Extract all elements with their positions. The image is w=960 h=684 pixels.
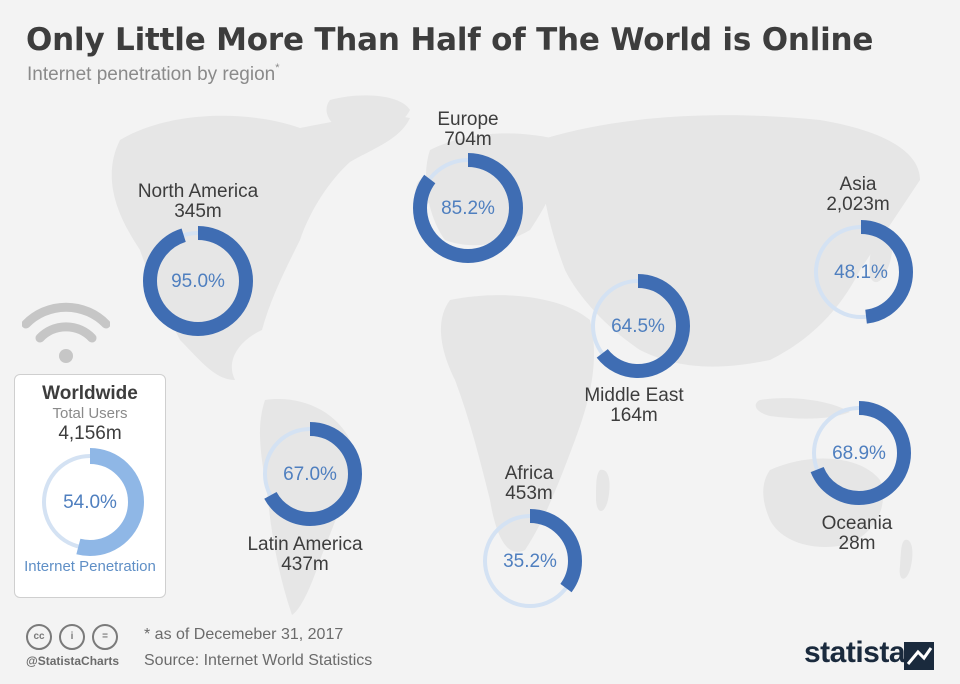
middle-east-name: Middle East [584,385,684,406]
wifi-icon [22,302,110,363]
asia-penetration-label: 48.1% [834,262,888,283]
asia-users: 2,023m [826,194,890,215]
latin-america-users: 437m [281,554,329,575]
page-title: Only Little More Than Half of The World … [26,22,874,58]
europe-penetration-label: 85.2% [441,198,495,219]
latin-america-name: Latin America [247,534,363,555]
map-south-america [259,399,351,615]
brand-logo: statista [804,636,906,669]
worldwide-donut: 54.0% [36,448,144,556]
latin-america-donut-arc [258,422,362,526]
by-icon: i [59,624,85,650]
north-america-label: North America 345m [138,182,258,222]
worldwide-users-value: 4,156m [58,423,122,444]
map-new-zealand [899,539,913,579]
asia-donut-arc [809,220,913,324]
middle-east-users: 164m [610,405,658,426]
asia-donut: 48.1% [809,220,913,324]
middle-east-donut: 64.5% [586,274,690,378]
worldwide-title: Worldwide [42,383,138,404]
oceania-label: Oceania 28m [822,514,893,554]
africa-penetration-label: 35.2% [503,551,557,572]
europe-label: Europe 704m [437,110,498,150]
europe-donut-arc [413,153,523,263]
north-america-donut-arc [143,226,253,336]
europe-name: Europe [437,109,499,130]
middle-east-label: Middle East 164m [584,386,683,426]
africa-users: 453m [505,483,553,504]
africa-donut-arc [478,509,582,613]
worldwide-penetration-label: 54.0% [63,492,117,513]
oceania-donut-arc [807,401,911,505]
europe-users: 704m [444,129,492,150]
statista-logo-icon [904,642,934,670]
latin-america-label: Latin America 437m [247,535,362,575]
page-subtitle: Internet penetration by region* [27,62,280,85]
north-america-penetration-label: 95.0% [171,271,225,292]
asia-name: Asia [839,174,877,195]
africa-donut: 35.2% [478,509,582,613]
worldwide-penetration-caption: Internet Penetration [24,558,156,575]
africa-label: Africa 453m [505,464,554,504]
map-north-america [111,115,410,380]
latin-america-donut: 67.0% [258,422,362,526]
nd-icon: = [92,624,118,650]
oceania-donut: 68.9% [807,401,911,505]
worldwide-donut-arc [36,448,144,556]
europe-donut: 85.2% [413,153,523,263]
north-america-name: North America [137,181,259,202]
map-indonesia [755,398,850,419]
latin-america-penetration-label: 67.0% [283,464,337,485]
subtitle-footnote-mark: * [275,62,280,74]
oceania-penetration-label: 68.9% [832,443,886,464]
license-icons: cc i = [26,624,125,650]
cc-icon: cc [26,624,52,650]
north-america-donut: 95.0% [143,226,253,336]
map-africa [440,295,595,552]
footnote: * as of Decemeber 31, 2017 [144,626,344,643]
map-madagascar [596,469,610,512]
social-handle: @StatistaCharts [26,654,120,668]
asia-label: Asia 2,023m [826,175,889,215]
middle-east-penetration-label: 64.5% [611,316,665,337]
africa-name: Africa [504,463,554,484]
middle-east-donut-arc [586,274,690,378]
map-asia [540,115,920,367]
oceania-users: 28m [838,533,876,554]
oceania-name: Oceania [821,513,893,534]
source-note: Source: Internet World Statistics [144,652,373,669]
north-america-users: 345m [174,201,222,222]
worldwide-users-label: Total Users [52,405,128,422]
map-australia [763,458,884,548]
map-greenland [326,95,410,134]
